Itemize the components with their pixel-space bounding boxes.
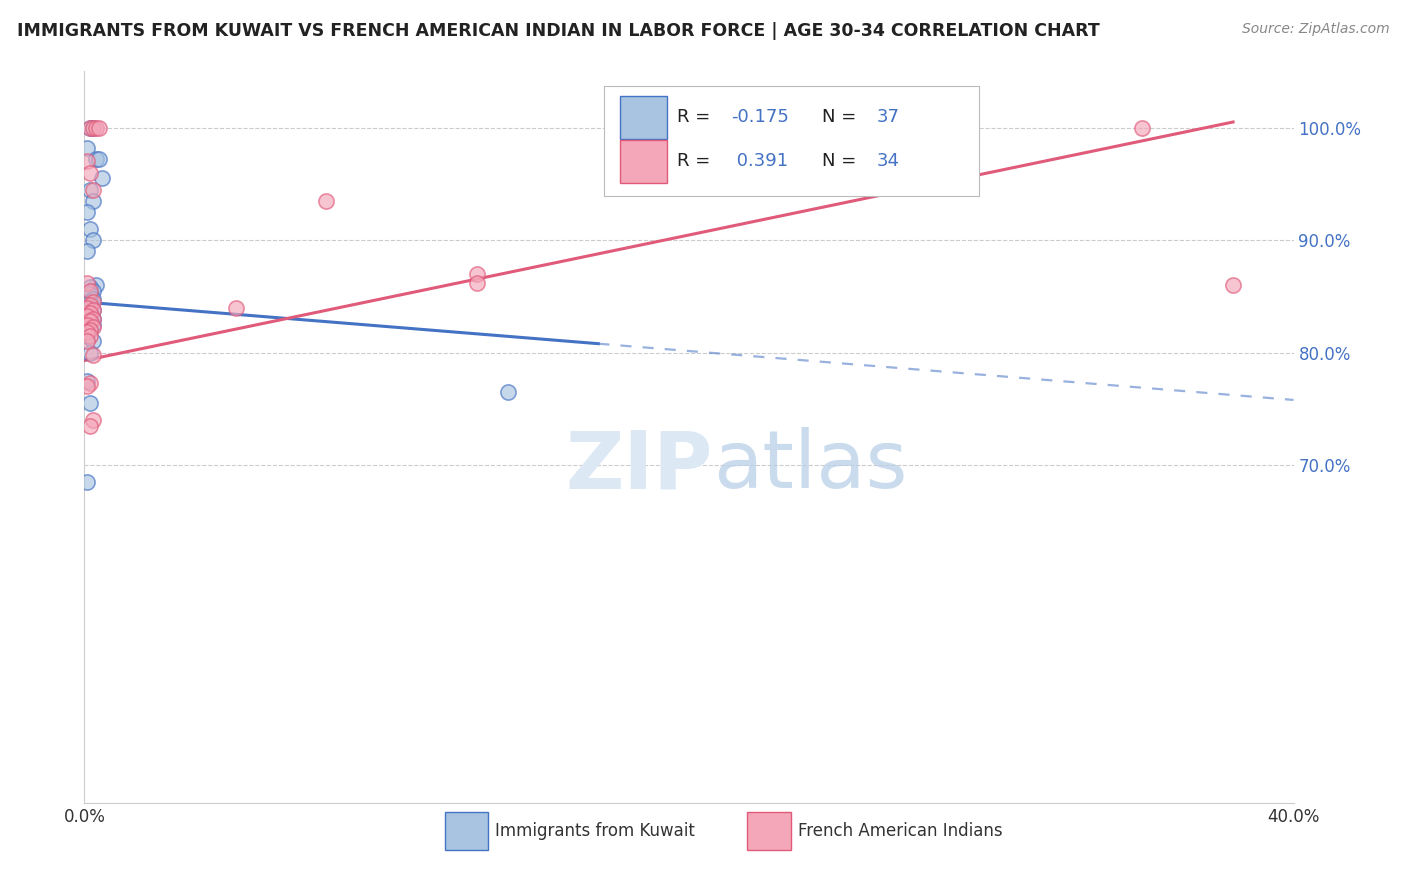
Point (79, 310, 101, 325)
Point (79, 284, 101, 298)
Text: R =: R = (676, 109, 716, 127)
Text: -0.175: -0.175 (731, 109, 789, 127)
Text: 37: 37 (876, 109, 900, 127)
Point (82, 194, 104, 208)
FancyBboxPatch shape (605, 86, 979, 195)
Point (76, 309, 98, 323)
Point (1130, 120, 1153, 135)
Point (79, 328, 101, 343)
Text: N =: N = (823, 153, 862, 170)
Point (86, 278, 108, 293)
Point (79, 166, 101, 180)
Point (76, 305, 98, 319)
Point (82, 302, 104, 317)
Point (86, 120, 108, 135)
Point (82, 348, 104, 362)
Point (76, 328, 98, 343)
Point (82, 292, 104, 306)
Point (79, 323, 101, 337)
Point (79, 298, 101, 312)
Point (76, 314, 98, 328)
Point (76, 334, 98, 349)
Text: ZIP: ZIP (565, 427, 713, 506)
Point (82, 413, 104, 427)
Point (225, 301, 247, 315)
Point (76, 301, 98, 315)
Point (76, 244, 98, 259)
Point (79, 120, 101, 135)
Point (82, 312, 104, 326)
Point (79, 287, 101, 301)
Point (82, 233, 104, 247)
Point (82, 120, 104, 135)
FancyBboxPatch shape (620, 95, 668, 139)
Point (79, 295, 101, 310)
Point (496, 385, 519, 400)
Text: 0.391: 0.391 (731, 153, 789, 170)
Point (82, 319, 104, 334)
Point (79, 222, 101, 236)
Text: 34: 34 (876, 153, 900, 170)
Point (76, 205, 98, 219)
Point (76, 318, 98, 332)
Point (1222, 278, 1244, 293)
Point (79, 376, 101, 390)
Point (82, 120, 104, 135)
Point (76, 309, 98, 323)
Text: atlas: atlas (713, 427, 907, 506)
Point (76, 141, 98, 155)
Text: N =: N = (823, 109, 862, 127)
Point (79, 306, 101, 320)
Point (89, 152, 111, 166)
Point (79, 182, 101, 196)
Point (76, 326, 98, 340)
Point (79, 323, 101, 337)
Point (76, 154, 98, 169)
Text: Source: ZipAtlas.com: Source: ZipAtlas.com (1241, 22, 1389, 37)
Point (79, 301, 101, 315)
Text: IMMIGRANTS FROM KUWAIT VS FRENCH AMERICAN INDIAN IN LABOR FORCE | AGE 30-34 CORR: IMMIGRANTS FROM KUWAIT VS FRENCH AMERICA… (17, 22, 1099, 40)
Point (79, 314, 101, 328)
Point (82, 284, 104, 298)
Point (82, 318, 104, 332)
Point (82, 182, 104, 196)
Text: Immigrants from Kuwait: Immigrants from Kuwait (495, 822, 696, 839)
Point (79, 396, 101, 410)
Text: French American Indians: French American Indians (797, 822, 1002, 839)
Point (76, 286, 98, 301)
FancyBboxPatch shape (444, 812, 488, 849)
Point (467, 276, 489, 290)
Point (76, 374, 98, 388)
Point (76, 379, 98, 393)
Point (86, 152, 108, 166)
Point (76, 276, 98, 290)
Point (89, 120, 111, 135)
FancyBboxPatch shape (620, 140, 668, 183)
Point (79, 280, 101, 294)
Point (82, 312, 104, 326)
Point (82, 295, 104, 310)
FancyBboxPatch shape (747, 812, 790, 849)
Point (82, 334, 104, 349)
Point (82, 302, 104, 317)
Point (79, 418, 101, 433)
Point (315, 194, 337, 208)
Point (79, 345, 101, 359)
Point (79, 120, 101, 135)
Point (467, 267, 489, 281)
Point (79, 306, 101, 320)
Point (76, 475, 98, 489)
Point (91, 171, 114, 186)
Point (76, 297, 98, 311)
Text: R =: R = (676, 153, 716, 170)
